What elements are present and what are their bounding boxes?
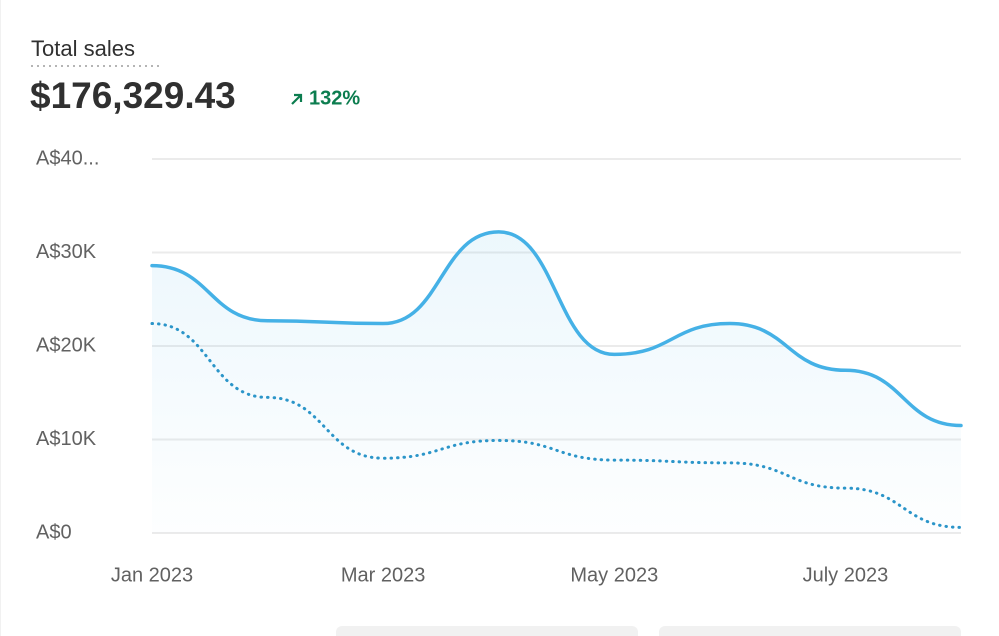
y-tick-label: A$20K [36,334,97,356]
card-title[interactable]: Total sales [31,36,135,61]
x-tick-label: May 2023 [570,564,658,586]
line [150,322,963,529]
x-tick-label: July 2023 [803,564,889,586]
trend-arrow [291,93,303,105]
y-tick-label: A$10K [36,428,97,450]
change-percent: 132% [309,87,360,109]
y-tick-label: A$0 [36,521,72,543]
placeholder-box [659,626,961,636]
line [150,230,963,428]
y-tick-label: A$40... [36,147,99,169]
area [152,231,961,533]
x-tick-label: Mar 2023 [341,564,426,586]
total-value: $176,329.43 [30,75,236,116]
placeholder-box [336,626,638,636]
y-tick-label: A$30K [36,241,97,263]
x-tick-label: Jan 2023 [111,564,193,586]
